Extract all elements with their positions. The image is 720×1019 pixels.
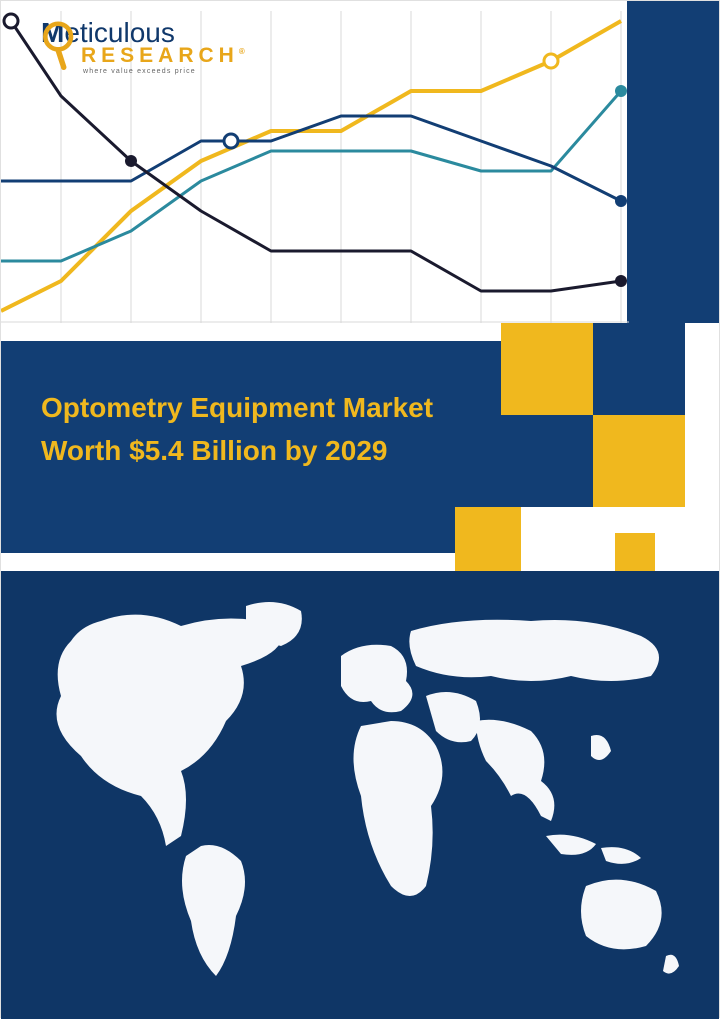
chart-section: Meticulous RESEARCH® where value exceeds… (1, 1, 719, 323)
accent-square (455, 507, 521, 573)
accent-square (501, 323, 593, 415)
accent-square (615, 533, 655, 573)
logo-tagline: where value exceeds price (83, 68, 261, 75)
logo-subtext: RESEARCH® (81, 45, 261, 66)
report-title: Optometry Equipment Market Worth $5.4 Bi… (41, 386, 461, 473)
world-map (31, 586, 691, 986)
brand-logo: Meticulous RESEARCH® where value exceeds… (41, 19, 261, 75)
title-panel: Optometry Equipment Market Worth $5.4 Bi… (1, 341, 501, 553)
top-right-accent (627, 1, 719, 323)
accent-square (593, 415, 685, 507)
report-cover: Meticulous RESEARCH® where value exceeds… (0, 0, 720, 1018)
registered-icon: ® (239, 47, 250, 56)
map-section (1, 571, 719, 1019)
accent-square (593, 323, 685, 415)
magnifier-icon (41, 21, 79, 76)
title-section: Optometry Equipment Market Worth $5.4 Bi… (1, 323, 719, 571)
accent-square (501, 415, 593, 507)
logo-research: RESEARCH (81, 44, 239, 67)
